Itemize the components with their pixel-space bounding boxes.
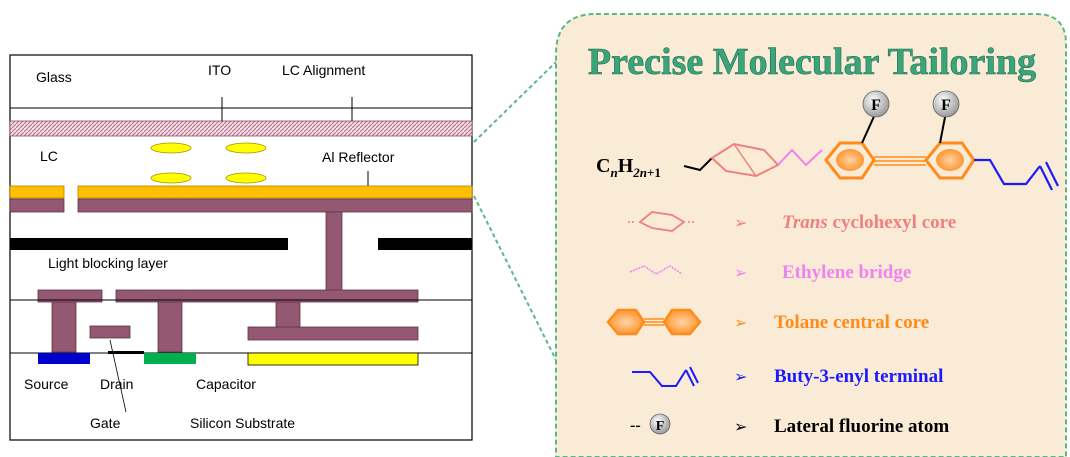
glass-label: Glass [36, 69, 72, 85]
legend-arrow-5: ➢ [734, 419, 747, 436]
fluorine-atom-2 [932, 90, 960, 118]
lc-molecule [150, 142, 192, 154]
zoom-connector-bottom [473, 195, 557, 361]
legend-arrow-3: ➢ [734, 315, 747, 332]
zoom-connector-top [473, 61, 557, 143]
legend-arrow-4: ➢ [734, 369, 747, 386]
legend-fluorine-prefix: -- [630, 417, 641, 434]
lc-alignment-label: LC Alignment [282, 62, 365, 78]
capacitor-via-2 [275, 301, 301, 329]
molecule-panel-bg [555, 13, 1067, 457]
metal-layer-left [9, 198, 65, 213]
legend-label-ethylene: Ethylene bridge [782, 262, 911, 283]
drain-label: Drain [100, 376, 133, 392]
drain-channel [108, 351, 144, 354]
butenyl-double-bond-a [1039, 165, 1053, 191]
al-reflector-left [9, 185, 65, 199]
fluorine-atom-1 [862, 90, 890, 118]
legend-arrow-1: ➢ [734, 215, 747, 232]
capacitor-region [144, 353, 196, 364]
molecule-panel: Precise Molecular Tailoring CnH2n+1 [555, 13, 1067, 457]
legend-label-butenyl: Buty-3-enyl terminal [774, 366, 943, 387]
ito-label: ITO [208, 62, 231, 78]
lc-molecule [225, 172, 267, 184]
fluorine-label-1: F [871, 97, 881, 114]
source-via [51, 301, 77, 353]
light-blocking-layer-left [10, 238, 288, 250]
capacitor-plate [247, 326, 419, 341]
yellow-region [247, 352, 419, 366]
light-blocking-label: Light blocking layer [48, 255, 168, 271]
butenyl-chain [974, 158, 1041, 186]
legend-fluorine-letter: F [656, 419, 665, 434]
benzene-ring-1-fill [836, 149, 864, 171]
fluorine-label-2: F [941, 97, 951, 114]
legend-label-fluorine: Lateral fluorine atom [774, 416, 949, 437]
lc-alignment-layer [9, 120, 473, 137]
lc-molecule [225, 142, 267, 154]
source-region [38, 353, 90, 364]
legend-icon-tolane [606, 308, 702, 336]
via-upper [325, 211, 343, 293]
legend-icon-cyclohexyl [628, 211, 696, 232]
legend-icon-ethylene [629, 265, 683, 275]
substrate-label: Silicon Substrate [190, 415, 295, 431]
gate-pointer [109, 339, 127, 413]
legend-icon-butenyl [632, 366, 699, 387]
source-label: Source [24, 376, 69, 392]
legend-label-cyclohexyl: Trans cyclohexyl core [782, 212, 956, 233]
lc-molecule [150, 172, 192, 184]
device-cross-section: Glass ITO LC Alignment LC Al Reflector L… [9, 54, 473, 441]
butenyl-double-bond-b [1045, 161, 1059, 187]
ethylene-bridge [777, 148, 823, 167]
legend-label-tolane: Tolane central core [774, 312, 929, 333]
gate-electrode [89, 325, 131, 339]
benzene-ring-1 [824, 141, 876, 180]
cyclohexyl-ring-inner [733, 143, 757, 177]
molecular-structure: CnH2n+1 F F [596, 90, 1059, 191]
alkyl-formula: CnH2n+1 [596, 155, 661, 180]
legend-icon-fluorine [649, 413, 671, 435]
capacitor-label: Capacitor [196, 376, 256, 392]
al-reflector-label: Al Reflector [322, 149, 395, 165]
capacitor-via [157, 301, 183, 353]
al-reflector-right [77, 185, 473, 199]
lc-label: LC [40, 148, 58, 164]
benzene-ring-2-fill [936, 149, 964, 171]
metal-layer-2 [115, 289, 419, 303]
metal-layer-right [77, 198, 473, 213]
light-blocking-layer-right [378, 238, 472, 250]
gate-label: Gate [90, 415, 121, 431]
panel-title: Precise Molecular Tailoring [588, 41, 1036, 83]
alkyl-bond [683, 157, 713, 172]
legend-arrow-2: ➢ [734, 265, 747, 282]
